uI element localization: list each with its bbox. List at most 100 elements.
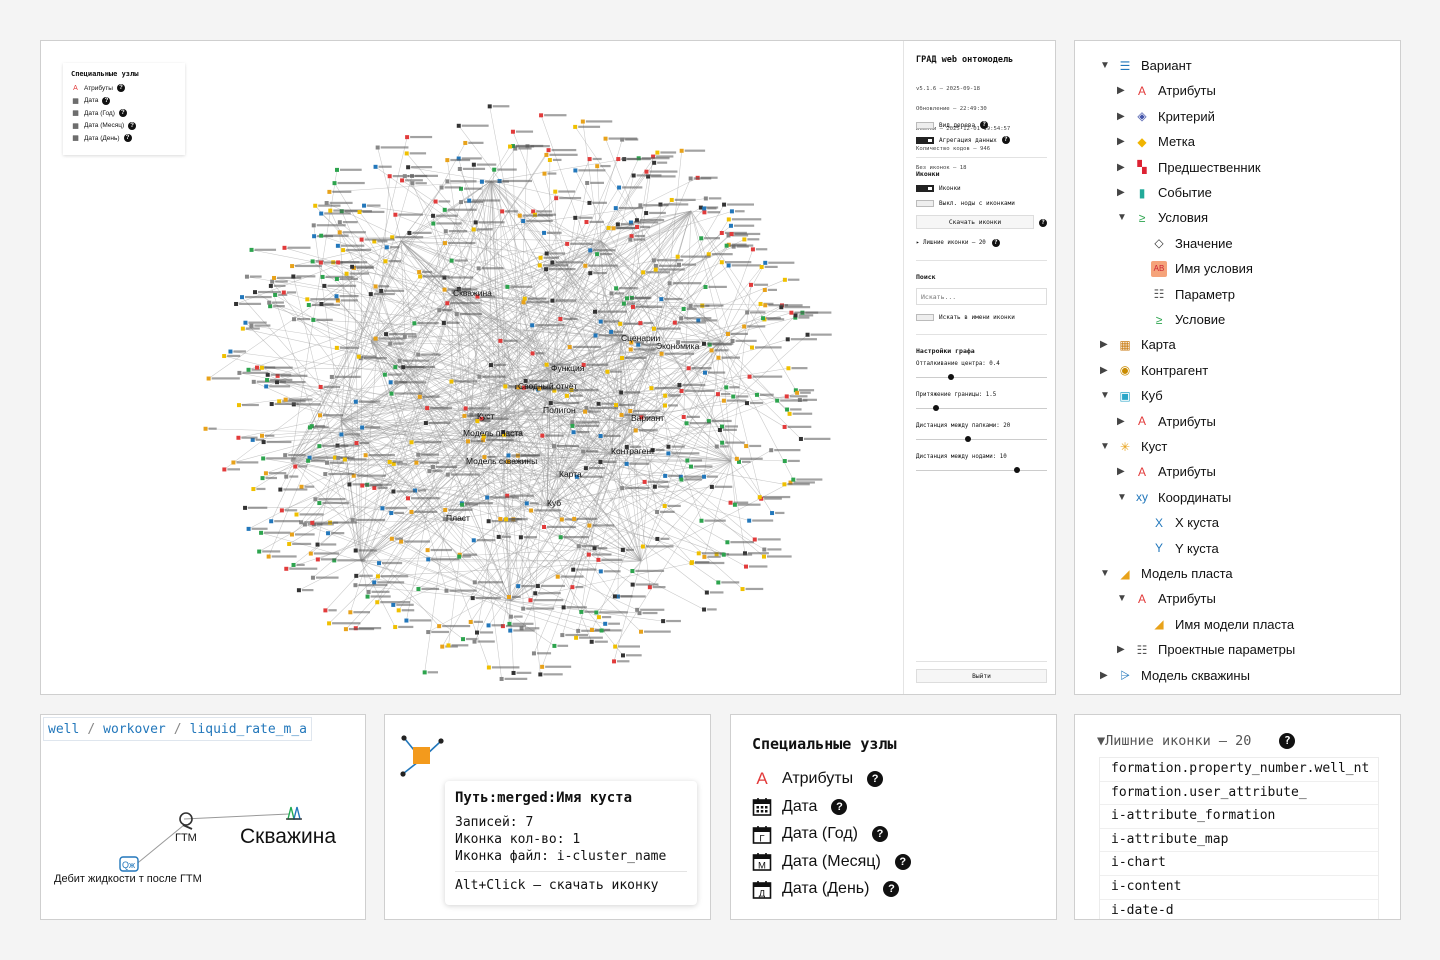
graph-node[interactable] bbox=[467, 198, 472, 203]
graph-node[interactable] bbox=[702, 370, 707, 375]
graph-node[interactable] bbox=[373, 284, 378, 289]
graph-node[interactable] bbox=[720, 424, 725, 429]
graph-node[interactable] bbox=[742, 237, 747, 242]
graph-node[interactable] bbox=[789, 310, 794, 315]
graph-node[interactable] bbox=[299, 484, 304, 489]
graph-node[interactable] bbox=[596, 557, 601, 562]
graph-node[interactable] bbox=[609, 291, 614, 296]
collapsed-arrow-icon[interactable]: ▶ bbox=[1100, 364, 1108, 376]
graph-node[interactable] bbox=[642, 479, 647, 484]
graph-node[interactable] bbox=[793, 315, 798, 320]
graph-node[interactable] bbox=[318, 384, 323, 389]
graph-node[interactable] bbox=[688, 176, 693, 181]
graph-node[interactable] bbox=[537, 263, 542, 268]
graph-node[interactable] bbox=[592, 309, 597, 314]
graph-node[interactable] bbox=[307, 425, 312, 430]
graph-node[interactable] bbox=[302, 522, 307, 527]
graph-node[interactable] bbox=[243, 320, 248, 325]
expanded-arrow-icon[interactable]: ▼ bbox=[1117, 593, 1127, 605]
graph-node[interactable] bbox=[427, 469, 432, 474]
tree-item[interactable]: ▼ ◢ Модель пласта bbox=[1100, 561, 1233, 586]
graph-node[interactable] bbox=[726, 263, 731, 268]
graph-node[interactable] bbox=[652, 326, 657, 331]
extra-icon-item[interactable]: formation.user_attribute_ bbox=[1100, 782, 1378, 806]
expanded-arrow-icon[interactable]: ▼ bbox=[1117, 491, 1127, 503]
graph-hub-label[interactable]: Вариант bbox=[631, 413, 664, 423]
graph-node[interactable] bbox=[377, 561, 382, 566]
graph-node[interactable] bbox=[628, 347, 633, 352]
graph-node[interactable] bbox=[334, 345, 339, 350]
graph-node[interactable] bbox=[523, 378, 528, 383]
graph-node[interactable] bbox=[603, 136, 608, 141]
graph-node[interactable] bbox=[382, 372, 387, 377]
graph-node[interactable] bbox=[617, 185, 622, 190]
graph-node[interactable] bbox=[387, 174, 392, 179]
graph-node[interactable] bbox=[734, 456, 739, 461]
aggregation-toggle[interactable] bbox=[916, 136, 934, 144]
graph-node[interactable] bbox=[550, 260, 555, 265]
graph-node[interactable] bbox=[589, 627, 594, 632]
graph-node[interactable] bbox=[439, 185, 444, 190]
graph-node[interactable] bbox=[325, 460, 330, 465]
tree-view-toggle[interactable] bbox=[916, 121, 934, 129]
ontology-graph-panel[interactable]: Скважина Функция Сценарии Экономика Сводный … bbox=[40, 40, 1056, 695]
graph-node[interactable] bbox=[599, 628, 604, 633]
graph-node[interactable] bbox=[621, 301, 626, 306]
graph-node[interactable] bbox=[463, 406, 468, 411]
help-icon[interactable]: ? bbox=[831, 798, 848, 815]
graph-node[interactable] bbox=[416, 587, 421, 592]
graph-node[interactable] bbox=[618, 321, 623, 326]
graph-node[interactable] bbox=[540, 664, 545, 669]
tree-item[interactable]: ☷ Параметр bbox=[1134, 282, 1235, 307]
graph-node[interactable] bbox=[315, 557, 320, 562]
graph-node[interactable] bbox=[729, 209, 734, 214]
graph-node[interactable] bbox=[564, 393, 569, 398]
graph-node[interactable] bbox=[638, 203, 643, 208]
graph-node[interactable] bbox=[402, 174, 407, 179]
graph-node[interactable] bbox=[442, 241, 447, 246]
graph-node[interactable] bbox=[281, 290, 286, 295]
graph-node[interactable] bbox=[659, 297, 664, 302]
graph-node[interactable] bbox=[375, 145, 380, 150]
graph-node[interactable] bbox=[554, 196, 559, 201]
graph-node[interactable] bbox=[574, 635, 579, 640]
graph-node[interactable] bbox=[579, 609, 584, 614]
graph-node[interactable] bbox=[334, 294, 339, 299]
graph-node[interactable] bbox=[299, 520, 304, 525]
graph-node[interactable] bbox=[333, 455, 338, 460]
graph-node[interactable] bbox=[410, 181, 415, 186]
graph-node[interactable] bbox=[482, 455, 487, 460]
graph-node[interactable] bbox=[574, 474, 579, 479]
graph-node[interactable] bbox=[652, 484, 657, 489]
expanded-arrow-icon[interactable]: ▼ bbox=[1117, 212, 1127, 224]
graph-node[interactable] bbox=[269, 519, 274, 524]
graph-node[interactable] bbox=[272, 275, 277, 280]
graph-node[interactable] bbox=[516, 584, 521, 589]
graph-node[interactable] bbox=[638, 321, 643, 326]
graph-node[interactable] bbox=[372, 239, 377, 244]
graph-node[interactable] bbox=[306, 458, 311, 463]
graph-node[interactable] bbox=[353, 399, 358, 404]
extra-icon-item[interactable]: i-date-d bbox=[1100, 900, 1378, 919]
graph-node[interactable] bbox=[510, 129, 515, 134]
graph-node[interactable] bbox=[310, 575, 315, 580]
graph-node[interactable] bbox=[644, 211, 649, 216]
graph-node[interactable] bbox=[446, 643, 451, 648]
graph-node[interactable] bbox=[315, 542, 320, 547]
graph-node[interactable] bbox=[326, 531, 331, 536]
graph-node[interactable] bbox=[332, 181, 337, 186]
graph-node[interactable] bbox=[684, 421, 689, 426]
graph-node[interactable] bbox=[240, 326, 245, 331]
collapsed-arrow-icon[interactable]: ▶ bbox=[1100, 669, 1108, 681]
graph-node[interactable] bbox=[389, 536, 394, 541]
graph-node[interactable] bbox=[706, 419, 711, 424]
graph-node[interactable] bbox=[570, 423, 575, 428]
graph-node[interactable] bbox=[517, 213, 522, 218]
graph-node[interactable] bbox=[500, 209, 505, 214]
graph-node[interactable] bbox=[736, 459, 741, 464]
graph-node[interactable] bbox=[264, 384, 269, 389]
tree-item[interactable]: ▶ ◆ Метка bbox=[1117, 129, 1195, 154]
graph-node[interactable] bbox=[471, 162, 476, 167]
graph-node[interactable] bbox=[397, 358, 402, 363]
graph-node[interactable] bbox=[521, 606, 526, 611]
